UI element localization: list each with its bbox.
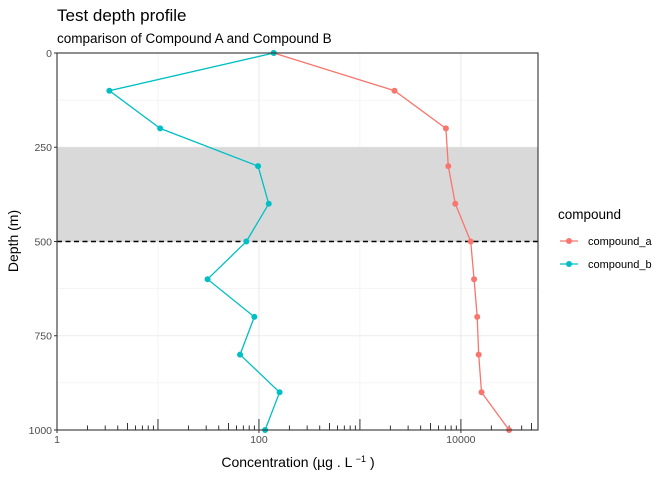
y-tick-label: 500 [34,236,52,248]
data-point-compound_a [474,313,481,320]
data-point-compound_a [442,125,449,132]
data-point-compound_a [475,351,482,358]
plot-panel [56,50,539,433]
legend-key-point [566,261,572,267]
legend: compound compound_a compound_b [558,207,652,271]
data-point-compound_a [445,163,452,170]
shaded-depth-band [57,147,538,242]
legend-title: compound [558,207,621,222]
y-tick-label: 250 [34,142,52,154]
data-point-compound_b [243,238,250,245]
data-point-compound_b [237,351,244,358]
y-tick-label: 750 [34,331,52,343]
chart-subtitle: comparison of Compound A and Compound B [57,31,332,46]
legend-label-compound_b: compound_b [588,259,652,271]
x-tick-label: 100 [250,434,268,446]
data-point-compound_b [265,200,272,207]
data-point-compound_b [106,87,113,94]
data-point-compound_b [157,125,164,132]
x-axis-title: Concentration (µg . L −1 ) [221,454,374,470]
data-point-compound_a [467,238,474,245]
y-axis: 0 250 500 750 1000 [29,48,57,437]
data-point-compound_b [251,313,258,320]
x-tick-label: 10000 [446,434,475,446]
x-tick-label: 1 [54,434,60,446]
x-axis-title-close: ) [370,454,375,470]
data-point-compound_a [452,200,459,207]
legend-label-compound_a: compound_a [588,236,652,248]
x-axis-title-exponent: −1 [356,454,366,464]
data-point-compound_b [255,163,262,170]
x-axis: 1 100 10000 [54,430,476,446]
y-axis-title: Depth (m) [5,210,21,272]
x-axis-title-unit: (µg . L [312,454,352,470]
data-point-compound_b [276,389,283,396]
data-point-compound_a [471,276,478,283]
legend-key-point [566,238,572,244]
y-tick-label: 1000 [29,425,53,437]
data-point-compound_b [204,276,211,283]
data-point-compound_a [391,87,398,94]
chart-title: Test depth profile [57,6,186,25]
x-axis-title-text: Concentration [221,454,308,470]
data-point-compound_a [478,389,485,396]
y-tick-label: 0 [46,48,52,60]
